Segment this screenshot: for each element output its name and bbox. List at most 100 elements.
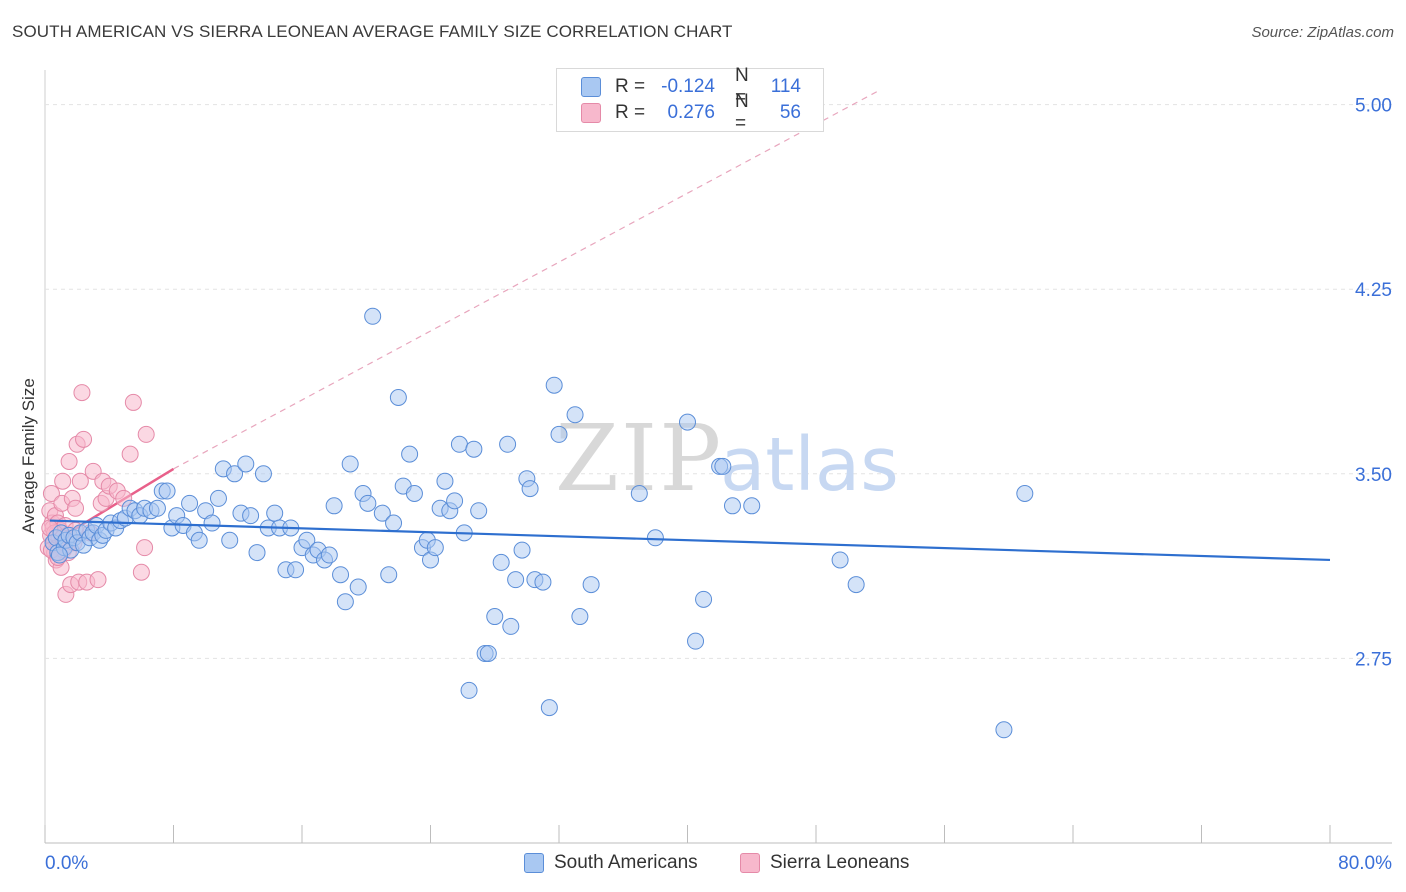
legend-r-value: -0.124: [661, 76, 715, 97]
sierra-leonean-point: [89, 571, 107, 589]
sierra-leonean-point: [137, 425, 155, 443]
source-label: Source: ZipAtlas.com: [1251, 24, 1394, 41]
legend-row-sierra-leoneans: R = 0.276 N = 56: [581, 91, 801, 134]
legend-r-label: R =: [615, 102, 646, 123]
sierra-leonean-point: [136, 539, 154, 557]
south-american-point: [254, 465, 272, 483]
south-american-point: [320, 546, 338, 564]
south-american-point: [545, 376, 563, 394]
legend-n-value: 56: [779, 102, 801, 123]
south-american-point: [332, 566, 350, 584]
south-american-point: [695, 590, 713, 608]
south-american-point: [714, 457, 732, 475]
sierra-leonean-point: [60, 453, 78, 470]
south-american-point: [373, 504, 391, 522]
south-american-point: [479, 644, 497, 662]
y-tick-label: 3.50: [1355, 465, 1392, 486]
south-american-point: [550, 425, 568, 443]
south-american-point: [190, 531, 208, 549]
sierra-leonean-point: [132, 563, 150, 581]
sierra-leonean-point: [73, 384, 91, 402]
south-american-point: [359, 494, 377, 512]
x-tick-label-min: 0.0%: [45, 853, 88, 874]
south-american-point: [325, 497, 343, 515]
y-tick-labels: 2.75 3.50 4.25 5.00: [1355, 96, 1392, 671]
legend-n-label: N =: [735, 65, 749, 108]
blue-trend-line: [49, 519, 1331, 562]
sierra-leonean-point: [71, 472, 89, 490]
south-american-point: [209, 489, 227, 507]
y-tick-label: 4.25: [1355, 280, 1392, 301]
south-american-point: [534, 573, 552, 591]
south-american-point: [248, 544, 266, 562]
series-name-sierra-leoneans: Sierra Leoneans: [770, 852, 910, 873]
south-american-point: [242, 507, 260, 525]
south-american-point: [148, 499, 166, 517]
south-american-point: [336, 593, 354, 611]
south-american-point: [349, 578, 367, 596]
south-american-point: [582, 576, 600, 594]
x-tick-label-max: 80.0%: [1338, 853, 1392, 874]
sierra-leonean-point: [75, 430, 93, 448]
south-american-point: [571, 608, 589, 626]
series-name-south-americans: South Americans: [554, 852, 698, 873]
south-american-point: [405, 484, 423, 502]
sierra-leonean-point: [42, 484, 60, 502]
south-american-point: [450, 435, 468, 453]
y-tick-label: 5.00: [1355, 96, 1392, 117]
south-american-point: [687, 632, 705, 650]
south-american-point: [566, 406, 584, 424]
south-american-point: [221, 531, 239, 549]
legend-swatch-blue: [581, 77, 601, 97]
sierra-leonean-point: [54, 472, 72, 490]
sierra-leonean-point: [67, 499, 85, 517]
x-axis: 0.0% 80.0%: [44, 825, 1392, 874]
south-american-point: [499, 435, 517, 453]
south-american-point: [831, 551, 849, 569]
series-legend-sierra-leoneans: Sierra Leoneans: [740, 852, 909, 874]
south-american-point: [743, 497, 761, 515]
south-american-point: [364, 307, 382, 325]
legend-row-south-americans: R = -0.124 N = 114: [581, 65, 801, 108]
south-american-point: [181, 494, 199, 512]
south-american-point: [298, 531, 316, 549]
south-american-point: [436, 472, 454, 490]
south-american-point: [226, 465, 244, 483]
south-american-point: [646, 529, 664, 547]
legend-r-label: R =: [615, 76, 646, 97]
south-american-point: [507, 571, 525, 589]
legend-n-label: N =: [735, 91, 749, 134]
south-american-point: [50, 546, 68, 564]
south-american-point: [486, 608, 504, 626]
south-american-point: [287, 561, 305, 579]
south-american-point: [492, 553, 510, 571]
south-american-point: [426, 539, 444, 557]
south-american-point: [380, 566, 398, 584]
south-american-point: [237, 455, 255, 473]
series-swatch-pink: [740, 853, 760, 873]
south-american-point: [266, 504, 284, 522]
south-american-point: [460, 681, 478, 699]
south-american-point: [389, 389, 407, 407]
sierra-leonean-point: [124, 393, 142, 411]
south-american-point: [158, 482, 176, 500]
south-american-point: [465, 440, 483, 458]
stats-legend: R = -0.124 N = 114 R = 0.276 N = 56: [556, 65, 824, 134]
blue-trend-group: [49, 519, 1331, 562]
series-legend-south-americans: South Americans: [524, 852, 698, 874]
blue-points: [44, 307, 1034, 739]
south-american-point: [540, 699, 558, 717]
watermark-atlas: atlas: [720, 422, 899, 508]
y-axis-label: Average Family Size: [19, 378, 38, 534]
series-swatch-blue: [524, 853, 544, 873]
legend-n-value: 114: [770, 76, 801, 97]
south-american-point: [341, 455, 359, 473]
pink-trend-extension: [173, 89, 881, 470]
y-tick-label: 2.75: [1355, 649, 1392, 670]
pink-points: [39, 384, 155, 603]
south-american-point: [446, 492, 464, 510]
south-american-point: [679, 413, 696, 431]
legend-swatch-pink: [581, 103, 601, 123]
south-american-point: [1016, 484, 1034, 502]
